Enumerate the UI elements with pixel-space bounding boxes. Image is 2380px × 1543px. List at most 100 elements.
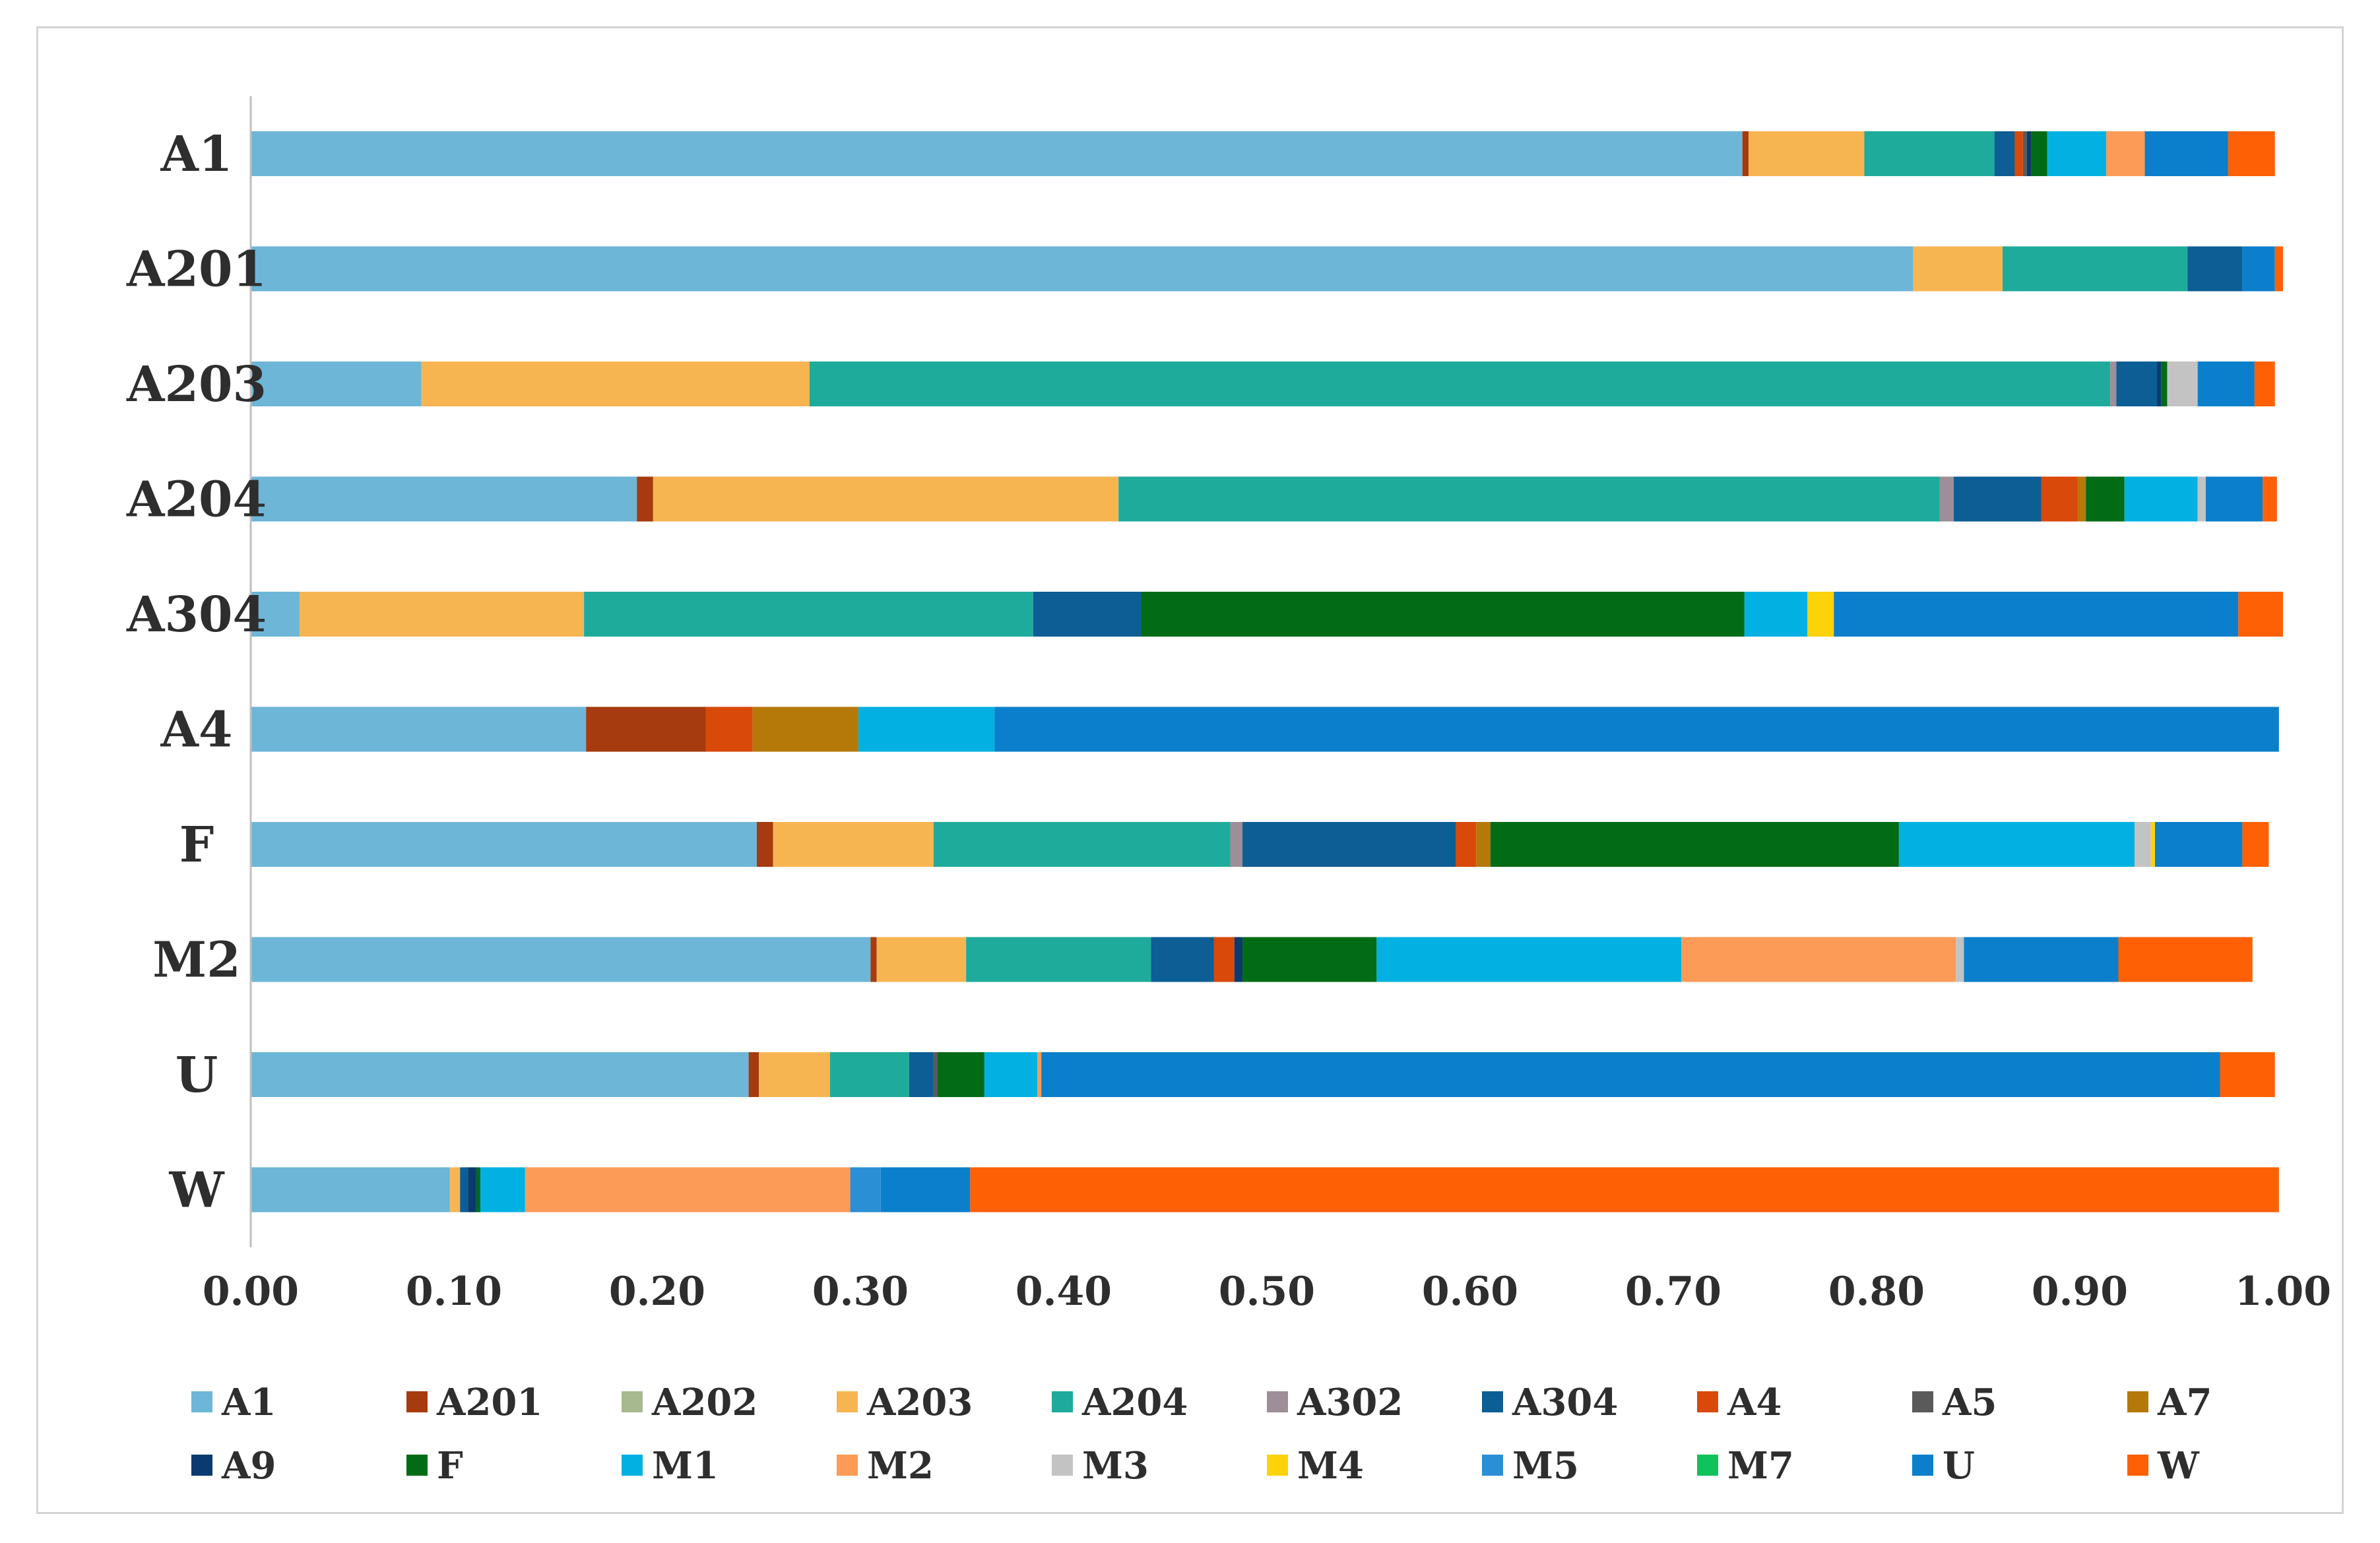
bar-u-u <box>1041 1052 2220 1097</box>
legend-label-a7: A7 <box>2157 1381 2212 1424</box>
legend-item-a304: A304 <box>1482 1381 1618 1424</box>
legend-swatch-a304 <box>1482 1391 1503 1412</box>
bar-u-a201 <box>748 1052 759 1097</box>
bar-a4-m1 <box>858 707 995 752</box>
bar-a304-f <box>1141 592 1745 637</box>
bar-a204-a204 <box>1118 476 1940 522</box>
bar-a1-u <box>2144 131 2228 176</box>
legend-item-m2: M2 <box>837 1444 934 1488</box>
bar-f-a304 <box>1242 822 1456 867</box>
bar-a304-a1 <box>251 592 300 637</box>
legend-item-u: U <box>1912 1444 1975 1488</box>
legend-label-m4: M4 <box>1297 1444 1364 1488</box>
bar-u-m2 <box>1037 1052 1042 1097</box>
legend: A1 A201 A202 A203 A204 A302 A304 A4 A5 A7 A9 F M1 M2 M… <box>191 1381 2212 1488</box>
legend-item-a7: A7 <box>2127 1381 2212 1424</box>
x-tick-label: 0.60 <box>1422 1269 1518 1315</box>
legend-item-m1: M1 <box>622 1444 719 1488</box>
bar-w-u <box>880 1167 971 1212</box>
bar-a304-w <box>2238 592 2283 637</box>
bar-f-a302 <box>1230 822 1243 867</box>
legend-swatch-a202 <box>622 1391 643 1412</box>
legend-swatch-m5 <box>1482 1455 1503 1476</box>
bar-m2-a204 <box>966 937 1151 982</box>
bar-u-a1 <box>251 1052 749 1097</box>
bar-f-a7 <box>1476 822 1491 867</box>
bar-f-f <box>1490 822 1899 867</box>
category-label-a304: A304 <box>126 586 267 643</box>
bar-a304-u <box>1834 592 2239 637</box>
category-labels: A1 A201 A203 A204 A304 A4 F M2 U W <box>126 126 267 1219</box>
bar-a1-a203 <box>1748 131 1865 176</box>
bar-a203-a1 <box>251 362 422 406</box>
bar-a1-m2 <box>2106 131 2145 176</box>
legend-swatch-a9 <box>191 1455 212 1476</box>
legend-swatch-a201 <box>406 1391 428 1412</box>
category-label-a1: A1 <box>160 126 233 183</box>
bar-m2-u <box>1964 937 2119 982</box>
legend-swatch-m1 <box>622 1455 643 1476</box>
x-tick-label: 0.80 <box>1828 1269 1925 1315</box>
bar-f-m4 <box>2150 822 2155 867</box>
bar-u-a5 <box>933 1052 938 1097</box>
bar-a204-u <box>2205 476 2263 522</box>
bar-a204-a201 <box>637 476 653 522</box>
x-tick-label: 0.50 <box>1219 1269 1315 1315</box>
bar-a204-a7 <box>2077 476 2086 522</box>
x-tick-label: 0.20 <box>609 1269 705 1315</box>
chart-frame: A1 A201 A203 A204 A304 A4 F M2 U W 0.00 0.10 0.20 0.… <box>36 26 2344 1514</box>
bar-f-w <box>2242 822 2269 867</box>
bar-a4-a1 <box>251 707 587 752</box>
legend-label-m1: M1 <box>652 1444 719 1488</box>
bar-a203-a9 <box>2157 362 2162 406</box>
category-label-w: W <box>168 1162 224 1219</box>
legend-item-a201: A201 <box>406 1381 542 1424</box>
legend-label-m2: M2 <box>867 1444 934 1488</box>
bar-a204-a203 <box>653 476 1119 522</box>
legend-swatch-a4 <box>1697 1391 1718 1412</box>
bar-m2-a4 <box>1213 937 1235 982</box>
legend-item-w: W <box>2127 1444 2200 1488</box>
legend-label-u: U <box>1943 1444 1975 1488</box>
category-label-a204: A204 <box>126 472 267 528</box>
legend-label-m5: M5 <box>1512 1444 1579 1488</box>
legend-label-a204: A204 <box>1081 1381 1188 1424</box>
bar-u-a304 <box>909 1052 934 1097</box>
bar-a203-m3 <box>2167 362 2198 406</box>
bar-a204-w <box>2263 476 2277 522</box>
bar-a204-a4 <box>2041 476 2078 522</box>
legend-swatch-a302 <box>1267 1391 1288 1412</box>
bar-a1-a4 <box>2014 131 2023 176</box>
bar-u-m1 <box>984 1052 1037 1097</box>
legend-label-a202: A202 <box>651 1381 757 1424</box>
legend-swatch-m4 <box>1267 1455 1288 1476</box>
x-tick-label: 0.40 <box>1015 1269 1112 1315</box>
bar-u-w <box>2220 1052 2275 1097</box>
bar-a304-a204 <box>584 592 1033 637</box>
legend-item-a204: A204 <box>1052 1381 1188 1424</box>
bar-u-a203 <box>759 1052 830 1097</box>
bar-f-a203 <box>773 822 934 867</box>
bar-a201-a203 <box>1913 246 2003 292</box>
bar-m2-w <box>2118 937 2253 982</box>
x-tick-label: 0.10 <box>406 1269 502 1315</box>
legend-item-m7: M7 <box>1697 1444 1794 1488</box>
bar-w-f <box>476 1167 481 1212</box>
legend-item-m5: M5 <box>1482 1444 1579 1488</box>
bar-m2-a304 <box>1151 937 1214 982</box>
bar-a201-u <box>2242 246 2275 292</box>
bar-a304-a304 <box>1033 592 1142 637</box>
bar-f-a204 <box>933 822 1231 867</box>
legend-label-a304: A304 <box>1512 1381 1618 1424</box>
bar-a1-a1 <box>251 131 1743 176</box>
bar-m2-a9 <box>1234 937 1243 982</box>
bar-a203-f <box>2161 362 2168 406</box>
bar-a201-w <box>2274 246 2283 292</box>
legend-item-a202: A202 <box>622 1381 757 1424</box>
bar-a4-a4 <box>705 707 753 752</box>
bar-a1-a9 <box>2026 131 2032 176</box>
legend-swatch-w <box>2127 1455 2148 1476</box>
bar-a203-a204 <box>810 362 2111 406</box>
bar-a204-a304 <box>1954 476 2042 522</box>
